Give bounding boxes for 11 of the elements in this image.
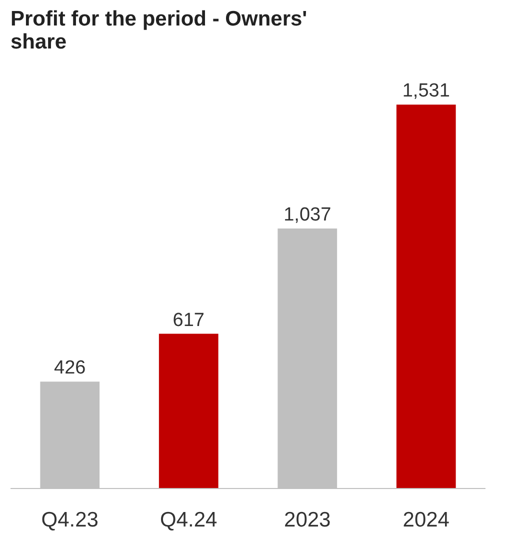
x-tick-label: 2023 bbox=[284, 508, 331, 532]
x-tick-label: 2024 bbox=[402, 508, 450, 532]
x-tick-label: Q4.24 bbox=[160, 508, 218, 532]
data-label: 1,531 bbox=[402, 80, 450, 102]
data-label: 1,037 bbox=[284, 204, 332, 226]
chart-title: Profit for the period - Owners' share bbox=[10, 8, 308, 54]
x-tick-label: Q4.23 bbox=[41, 508, 98, 532]
bar bbox=[158, 334, 218, 488]
data-label: 426 bbox=[54, 358, 86, 379]
bar bbox=[396, 104, 456, 488]
data-label: 617 bbox=[172, 310, 204, 331]
